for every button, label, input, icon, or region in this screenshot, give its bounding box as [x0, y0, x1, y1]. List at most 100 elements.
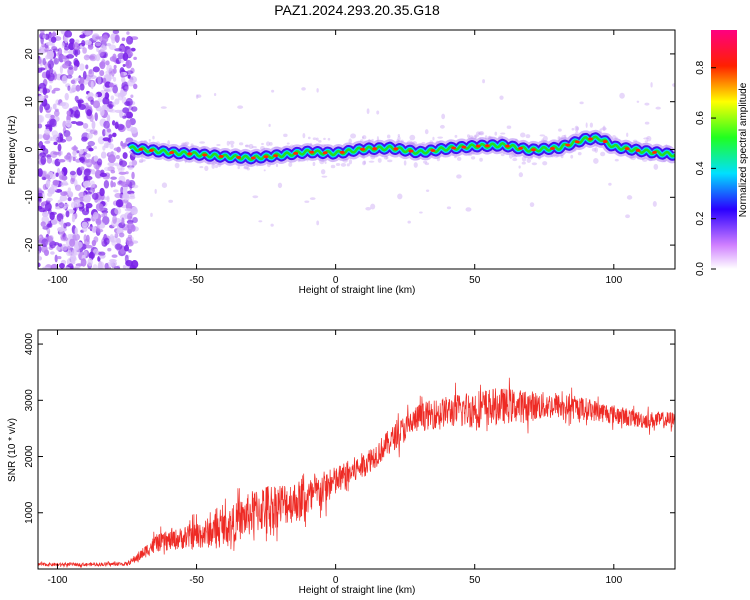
scatter-blob [479, 157, 483, 162]
noise-blob [133, 56, 137, 60]
noise-blob [102, 34, 109, 43]
noise-blob [70, 120, 77, 125]
noise-blob [112, 76, 117, 82]
scatter-blob [500, 132, 506, 135]
noise-blob [83, 194, 92, 203]
scatter-blob [518, 165, 521, 169]
scatter-blob [612, 135, 616, 139]
scatter-blob [506, 125, 512, 129]
noise-blob [131, 159, 138, 166]
noise-blob [87, 226, 93, 230]
scatter-blob [441, 113, 446, 120]
noise-blob [66, 54, 75, 59]
scatter-blob [409, 134, 416, 141]
noise-blob [64, 92, 69, 101]
noise-blob [131, 206, 138, 215]
scatter-blob [439, 124, 445, 129]
spectrogram-ytick-label: 0 [24, 146, 35, 152]
scatter-blob [286, 142, 290, 145]
noise-blob [85, 206, 89, 212]
noise-blob [126, 240, 134, 247]
noise-blob [131, 184, 139, 189]
noise-blob [41, 211, 49, 218]
scatter-blob [456, 174, 462, 179]
noise-blob [69, 170, 76, 176]
scatter-blob [307, 136, 311, 140]
noise-blob [41, 266, 50, 269]
noise-blob [68, 42, 76, 51]
scatter-blob [139, 160, 143, 163]
noise-blob [62, 266, 71, 269]
scatter-blob [413, 162, 418, 168]
scatter-blob [619, 92, 625, 99]
noise-blob [46, 235, 53, 243]
noise-blob [89, 55, 95, 60]
noise-blob [108, 134, 113, 139]
scatter-blob [346, 163, 350, 167]
noise-blob [42, 226, 49, 230]
noise-blob [70, 177, 75, 185]
snr-ytick-label: 1000 [24, 501, 35, 524]
noise-blob [102, 137, 111, 142]
scatter-blob [268, 123, 271, 127]
snr-xtick-label: 50 [469, 575, 481, 586]
noise-blob [106, 43, 112, 47]
noise-blob [59, 65, 63, 74]
noise-blob [71, 259, 76, 265]
noise-blob [82, 123, 89, 129]
scatter-blob [196, 94, 202, 98]
noise-blob [114, 192, 123, 199]
noise-blob [78, 206, 85, 212]
scatter-blob [626, 195, 633, 200]
noise-blob [106, 114, 111, 123]
noise-blob [79, 83, 85, 91]
noise-blob [85, 234, 90, 243]
scatter-blob [424, 129, 429, 135]
noise-blob [77, 99, 82, 108]
scatter-blob [362, 160, 366, 166]
noise-blob [121, 77, 126, 83]
noise-blob [57, 143, 62, 152]
noise-blob [57, 149, 62, 157]
scatter-blob [564, 134, 567, 138]
noise-blob [111, 254, 118, 258]
noise-blob [118, 171, 127, 175]
noise-blob [88, 251, 96, 260]
noise-blob [114, 232, 119, 239]
noise-blob [44, 128, 51, 135]
scatter-blob [368, 160, 375, 163]
noise-blob [114, 34, 120, 43]
scatter-blob [230, 144, 234, 148]
spectrogram-xtick-label: 100 [605, 275, 622, 286]
noise-blob [113, 64, 117, 69]
noise-blob [94, 112, 98, 122]
scatter-blob [520, 132, 526, 138]
noise-blob [51, 130, 59, 137]
ridge-peak [236, 155, 242, 159]
noise-blob [59, 138, 67, 143]
noise-blob [110, 180, 114, 188]
noise-blob [126, 35, 134, 45]
noise-blob [79, 166, 85, 171]
scatter-blob [558, 128, 562, 132]
noise-blob [53, 57, 59, 65]
noise-blob [68, 191, 74, 198]
scatter-blob [646, 135, 652, 142]
scatter-blob [594, 147, 599, 153]
spectrogram-xlabel: Height of straight line (km) [299, 285, 416, 296]
noise-blob [112, 30, 120, 34]
snr-ylabel: SNR (10 * v/v) [7, 418, 18, 482]
noise-blob [75, 121, 84, 126]
scatter-blob [644, 102, 650, 106]
noise-blob [114, 109, 122, 114]
scatter-blob [474, 135, 477, 140]
scatter-blob [636, 100, 640, 103]
noise-blob [120, 140, 124, 147]
noise-blob [83, 217, 91, 221]
noise-blob [114, 265, 121, 269]
noise-blob [67, 197, 72, 202]
noise-blob [38, 115, 43, 124]
scatter-blob [321, 175, 328, 178]
ridge-peak [169, 151, 175, 155]
